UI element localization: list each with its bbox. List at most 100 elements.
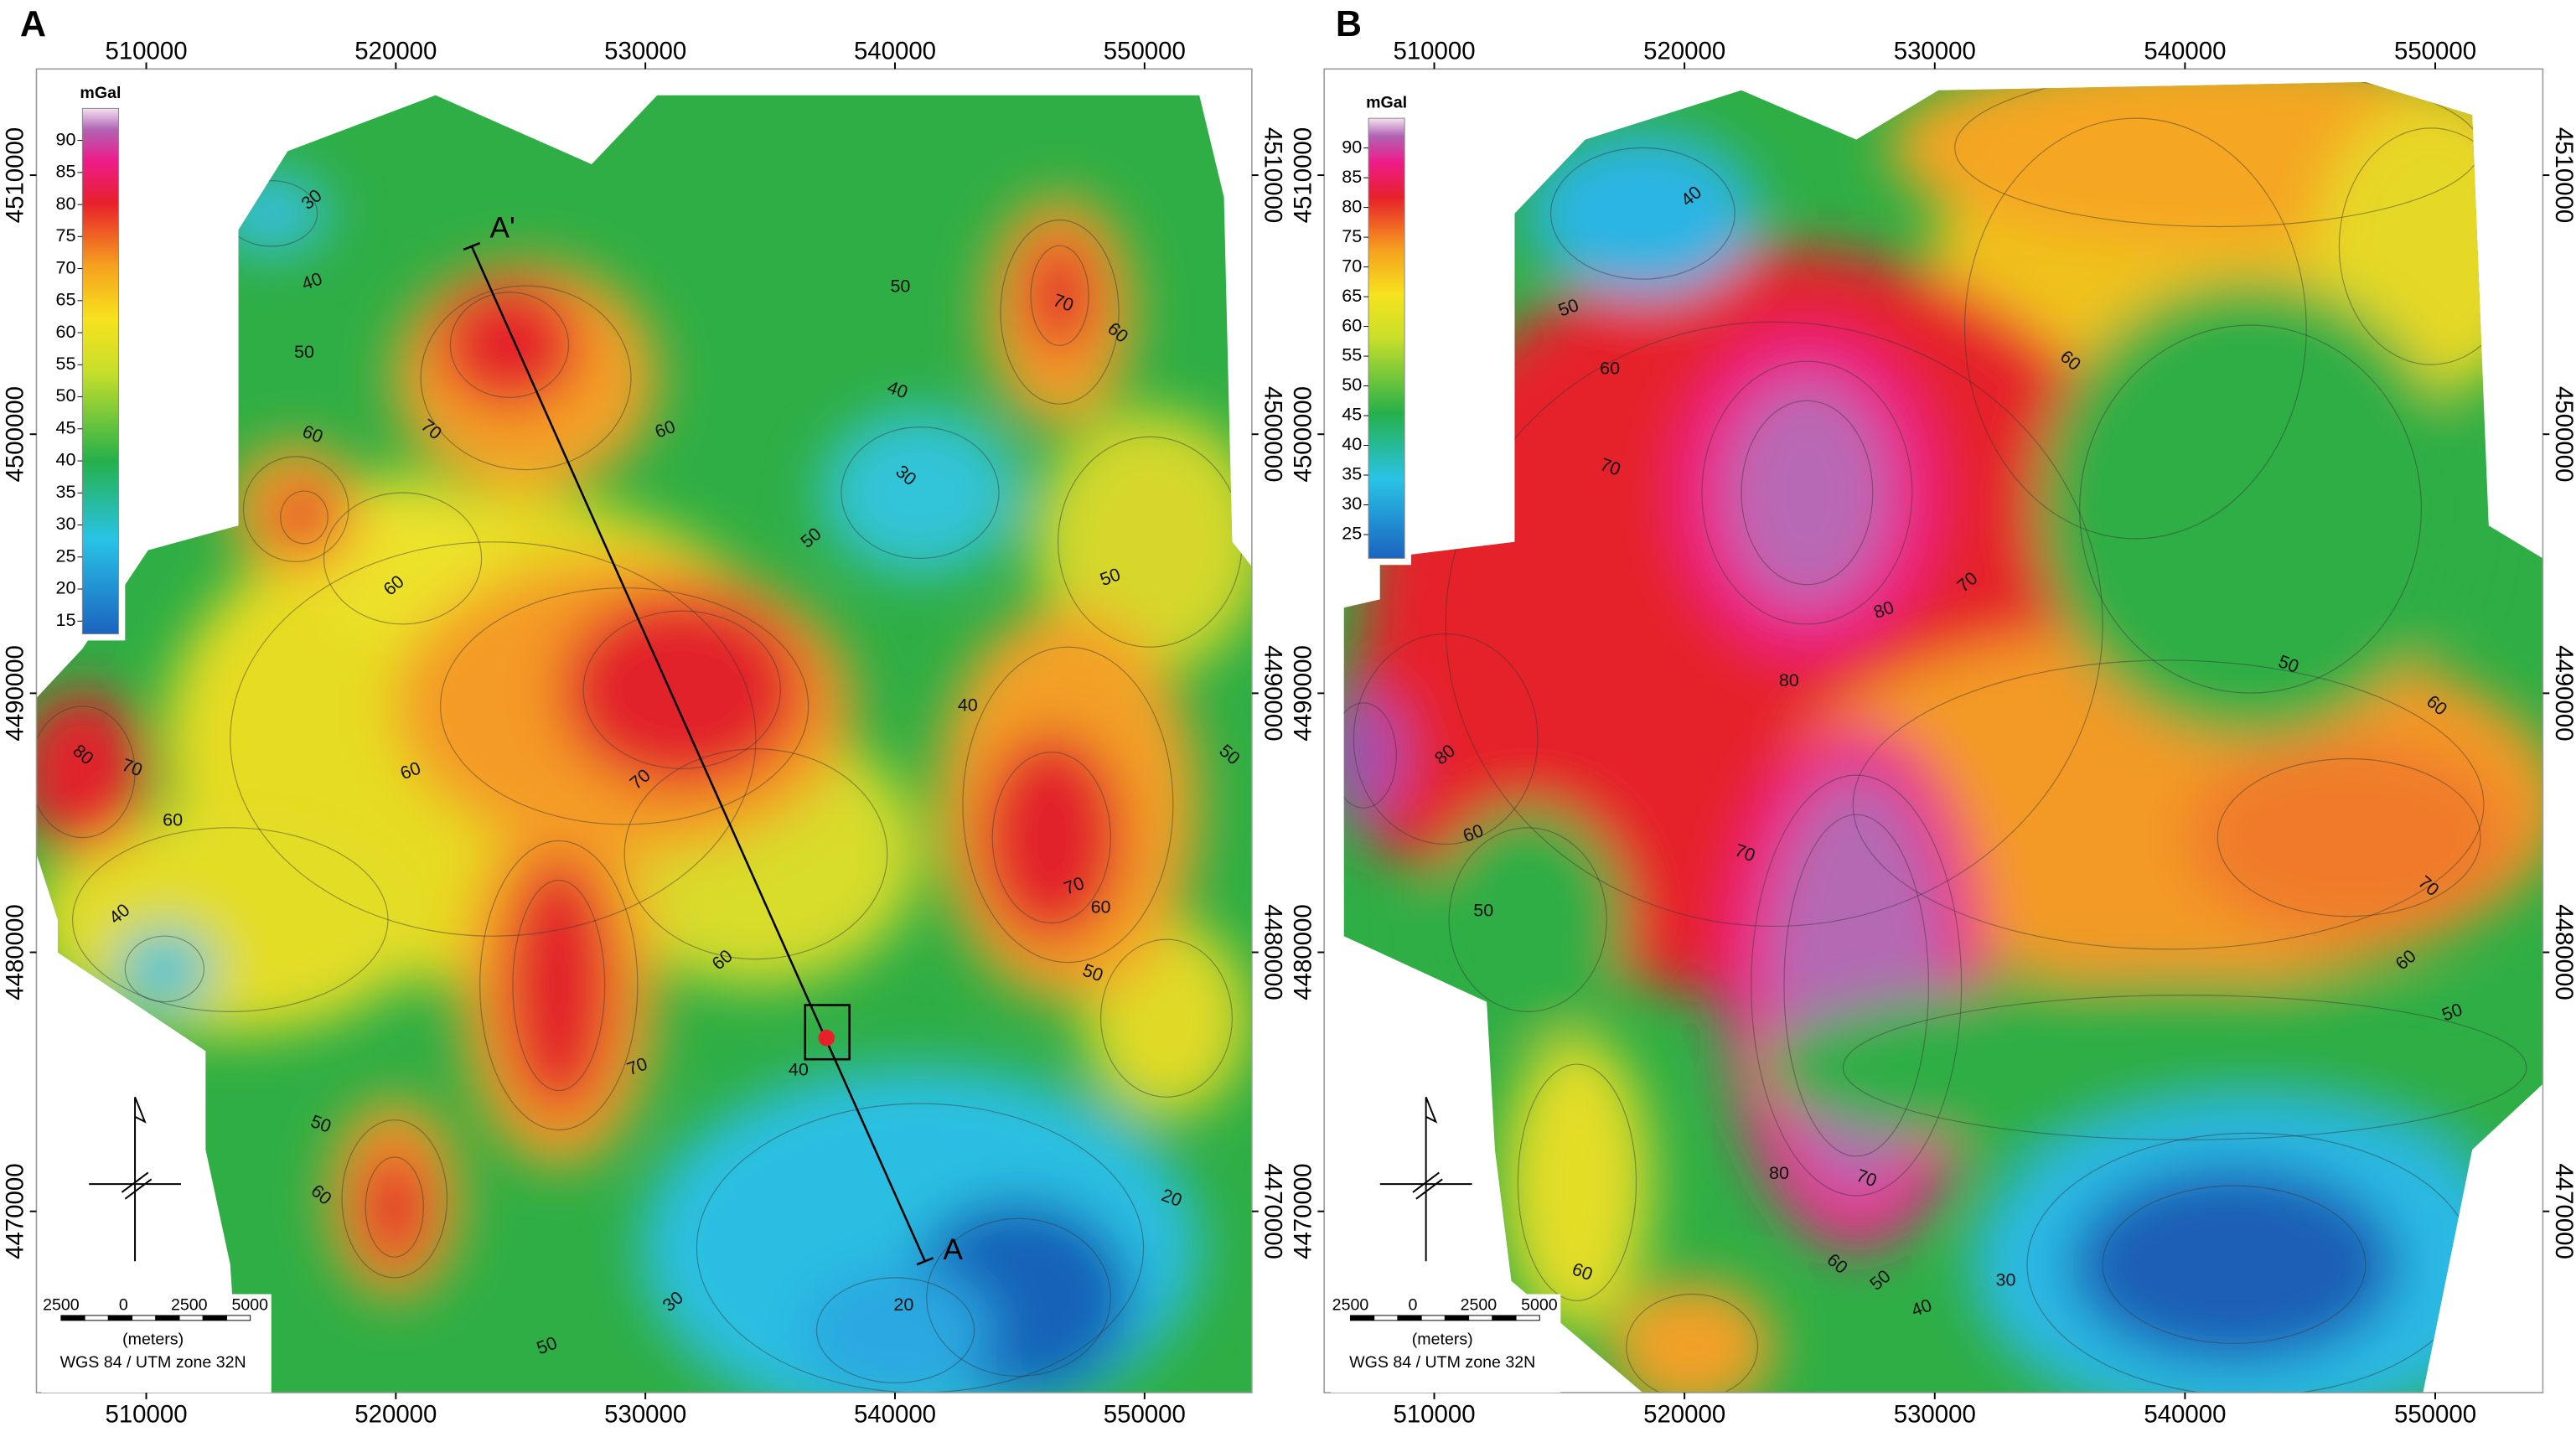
y-tick-label: 4510000 <box>2 127 29 223</box>
colorbar-tick-label: 30 <box>56 513 76 534</box>
contour-label: 50 <box>294 341 314 362</box>
contour-line <box>1852 659 2485 950</box>
x-tick-label: 550000 <box>1104 1400 1186 1428</box>
scale-bar-label: 0 <box>119 1295 128 1314</box>
colorbar-tick-label: 35 <box>1342 463 1362 484</box>
x-tick-label: 520000 <box>354 1400 437 1428</box>
contour-line <box>841 426 1000 559</box>
contour-line <box>1842 995 2527 1140</box>
scale-bar-segment <box>1349 1315 1375 1321</box>
anomaly-blob <box>796 1264 995 1393</box>
y-tick-label: 4500000 <box>2550 386 2576 482</box>
gravity-surface <box>36 95 1252 1393</box>
y-tick-label: 4490000 <box>2550 645 2576 741</box>
y-tick-label: 4510000 <box>1260 127 1287 223</box>
anomaly-blob <box>2036 279 2465 739</box>
profile-start-label: A' <box>489 212 515 245</box>
colorbar-tick-label: 75 <box>1342 225 1362 246</box>
contour-line <box>991 752 1111 924</box>
contour-line <box>1000 220 1120 405</box>
x-tick-label: 510000 <box>1393 1400 1475 1428</box>
x-tick-label: 520000 <box>1643 37 1725 65</box>
y-tick-label: 4470000 <box>2550 1163 2576 1259</box>
anomaly-blob <box>1725 377 1890 608</box>
colorbar-tick-label: 25 <box>1342 523 1362 544</box>
contour-line <box>1741 400 1874 586</box>
contour-line <box>1751 774 1963 1197</box>
contour-label: 40 <box>958 694 978 715</box>
anomaly-blob <box>558 591 805 788</box>
anomaly-blob <box>274 484 334 551</box>
scale-bar-box <box>1330 1294 1561 1393</box>
anomaly-blob <box>1757 977 2543 1158</box>
crs-label: WGS 84 / UTM zone 32N <box>60 1353 246 1372</box>
anomaly-blob <box>1528 131 1758 296</box>
anomaly-blob <box>1035 410 1252 674</box>
scale-bar-segment <box>60 1315 85 1321</box>
contour-line <box>512 879 606 1092</box>
colorbar-tick-label: 85 <box>56 161 76 182</box>
gravity-surface <box>1343 82 2543 1393</box>
y-tick-label: 4470000 <box>1289 1163 1316 1259</box>
scale-bar-segment <box>1468 1315 1493 1321</box>
contour-label: 80 <box>1779 669 1799 690</box>
colorbar-tick-label: 25 <box>56 545 76 566</box>
scale-bar-segment <box>155 1315 180 1321</box>
contour-line <box>365 1156 424 1258</box>
profile-end-label: A <box>943 1233 963 1266</box>
colorbar-tick-label: 65 <box>1342 285 1362 306</box>
x-tick-label: 520000 <box>354 37 437 65</box>
anomaly-blob <box>1343 690 1405 821</box>
anomaly-blob <box>2185 739 2514 937</box>
colorbar-tick-label: 55 <box>56 353 76 374</box>
colorbar <box>81 107 119 635</box>
anomaly-blob <box>1610 1280 1775 1393</box>
scale-bar-label: 2500 <box>171 1295 208 1314</box>
x-tick-label: 540000 <box>2144 37 2226 65</box>
scale-bar-segment <box>1444 1315 1470 1321</box>
contour-line <box>1701 360 1913 625</box>
contour-line <box>1550 147 1735 280</box>
contour-line <box>230 541 757 937</box>
map-panel: A 510000 510000 520000 520000 530000 530000 540… <box>2 4 1287 1429</box>
contour-line <box>420 285 632 471</box>
y-tick-label: 4490000 <box>1289 645 1316 741</box>
colorbar-tick-label: 70 <box>1342 255 1362 276</box>
scale-bar-box <box>41 1294 272 1393</box>
colorbar-tick-label: 70 <box>56 256 76 277</box>
anomaly-blob <box>821 411 1019 575</box>
anomaly-blob <box>501 854 617 1117</box>
x-tick-label: 550000 <box>2394 1400 2476 1428</box>
contour-label: 60 <box>1600 358 1620 379</box>
scale-bar-segment <box>1515 1315 1540 1321</box>
y-tick-label: 4510000 <box>1289 127 1316 223</box>
contour-line <box>72 827 389 1012</box>
x-tick-label: 550000 <box>1104 37 1186 65</box>
scale-bar-label: 5000 <box>1521 1295 1558 1314</box>
contour-line <box>582 610 781 769</box>
crs-label: WGS 84 / UTM zone 32N <box>1349 1353 1535 1372</box>
profile-end <box>463 241 481 251</box>
colorbar-tick-label: 80 <box>1342 195 1362 216</box>
x-tick-label: 530000 <box>604 37 686 65</box>
colorbar-tick-label: 55 <box>1342 344 1362 365</box>
x-tick-label: 540000 <box>2144 1400 2226 1428</box>
y-tick-label: 4500000 <box>1289 386 1316 482</box>
scale-bar-label: 2500 <box>1461 1295 1497 1314</box>
y-tick-label: 4480000 <box>1289 904 1316 1000</box>
scale-bar-segment <box>225 1315 251 1321</box>
colorbar-tick-label: 20 <box>56 577 76 598</box>
contour-line <box>1517 1063 1637 1301</box>
panel-label: A <box>20 4 46 44</box>
colorbar-tick-label: 50 <box>56 385 76 406</box>
colorbar-tick-label: 90 <box>1342 136 1362 157</box>
north-arrow <box>89 1096 181 1262</box>
contour-label: 50 <box>890 276 910 297</box>
colorbar-unit: mGal <box>80 84 121 102</box>
scale-bar-label: 2500 <box>43 1295 80 1314</box>
y-tick-label: 4510000 <box>2550 127 2576 223</box>
anomaly-blob <box>1429 804 1627 1035</box>
y-tick-label: 4490000 <box>1260 645 1287 741</box>
scale-bar-segment <box>202 1315 227 1321</box>
